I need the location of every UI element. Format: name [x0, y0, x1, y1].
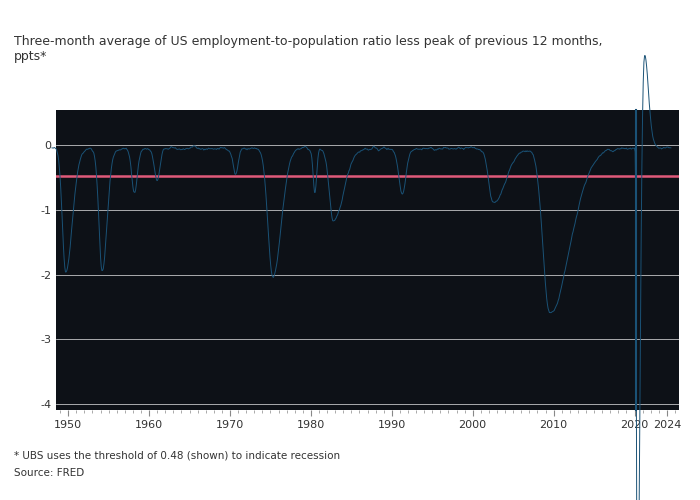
Text: Three-month average of US employment-to-population ratio less peak of previous 1: Three-month average of US employment-to-…	[14, 35, 603, 63]
Text: * UBS uses the threshold of 0.48 (shown) to indicate recession: * UBS uses the threshold of 0.48 (shown)…	[14, 450, 340, 460]
Text: Source: FRED: Source: FRED	[14, 468, 84, 477]
